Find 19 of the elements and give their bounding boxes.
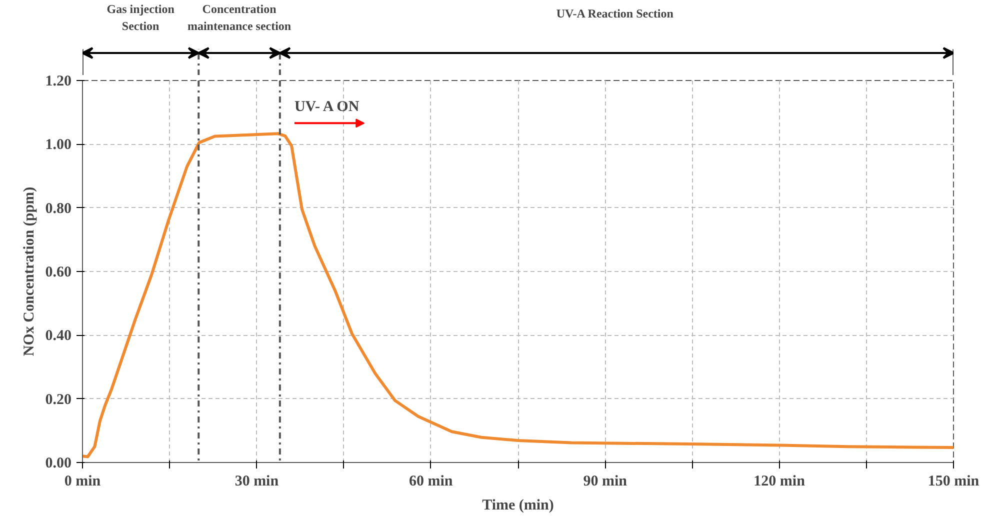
y-tick-label: 1.20 (45, 74, 72, 90)
x-tick-label: 60 min (409, 474, 454, 490)
y-axis-title: NOx Concentration (ppm) (21, 186, 38, 356)
x-tick-label: 120 min (754, 474, 806, 490)
y-tick-label: 0.80 (45, 200, 72, 217)
x-tick-label: 150 min (928, 474, 980, 490)
x-tick-label: 0 min (64, 474, 102, 490)
text: Concentration maintenance section (187, 2, 292, 33)
x-tick-label: 90 min (583, 474, 628, 490)
x-axis-title: Time (min) (482, 498, 554, 514)
y-tick-label: 0.60 (45, 264, 72, 280)
text: UV-A Reaction Section (556, 6, 674, 20)
y-tick-label: 1.00 (45, 137, 72, 154)
x-tick-label: 30 min (234, 474, 280, 490)
annotation: UV- A ON (294, 99, 360, 116)
y-tick-label: 0.20 (45, 392, 72, 408)
text: Gas injection Section (106, 2, 175, 33)
y-tick-label: 0.40 (45, 328, 72, 344)
y-tick-label: 0.00 (45, 456, 72, 472)
